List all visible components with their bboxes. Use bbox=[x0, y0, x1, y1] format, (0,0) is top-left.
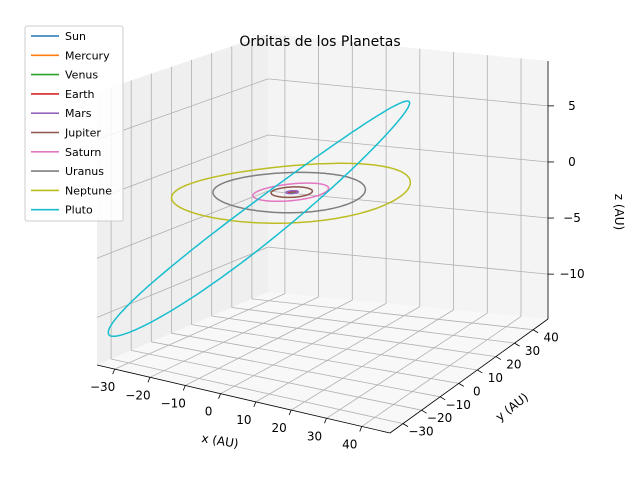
y-tick-label: −10 bbox=[446, 398, 471, 412]
x-tick-label: 0 bbox=[205, 405, 213, 419]
grid-line bbox=[96, 246, 269, 318]
legend-label-saturn: Saturn bbox=[65, 146, 101, 159]
y-tick-label: −30 bbox=[408, 425, 433, 439]
x-tick bbox=[112, 368, 116, 375]
axes-panes bbox=[97, 34, 548, 433]
grid-line bbox=[149, 296, 319, 378]
grid-line bbox=[185, 299, 353, 386]
grid-line bbox=[267, 134, 549, 163]
y-tick-label: 20 bbox=[506, 358, 521, 372]
x-tick bbox=[182, 385, 186, 391]
orbit-mars bbox=[285, 189, 299, 195]
grid-line bbox=[151, 341, 441, 398]
legend-label-pluto: Pluto bbox=[65, 204, 93, 217]
y-tick bbox=[495, 356, 502, 360]
y-tick bbox=[439, 396, 446, 401]
legend-label-mercury: Mercury bbox=[65, 49, 110, 62]
grid-line bbox=[211, 315, 497, 357]
x-tick bbox=[253, 401, 257, 408]
orbit-lines bbox=[107, 100, 412, 338]
orbit-pluto bbox=[107, 100, 411, 338]
axis-ticks: −30−20−10010203040−30−20−10010203040−10−… bbox=[90, 99, 585, 452]
chart-title: Orbitas de los Planetas bbox=[239, 34, 400, 50]
y-axis-label: y (AU) bbox=[493, 390, 531, 424]
orbit-uranus bbox=[212, 171, 367, 214]
legend-items: Sun Mercury Venus Earth Mars Jupiter Saturn Ura… bbox=[31, 30, 112, 217]
orbit-neptune bbox=[170, 162, 412, 224]
z-tick-label: −5 bbox=[563, 211, 581, 225]
axis-lines bbox=[96, 61, 549, 434]
legend-label-mars: Mars bbox=[65, 107, 92, 120]
y-tick bbox=[421, 409, 427, 414]
x-tick-label: 20 bbox=[272, 421, 287, 435]
z-tick-label: 5 bbox=[568, 99, 576, 113]
legend-label-jupiter: Jupiter bbox=[64, 127, 101, 140]
grid-line bbox=[96, 134, 269, 200]
grid-line bbox=[326, 312, 488, 419]
y-axis-line bbox=[389, 318, 549, 434]
y-tick-label: 30 bbox=[525, 344, 540, 358]
z-tick-label: 0 bbox=[568, 155, 576, 169]
y-tick-label: −20 bbox=[427, 411, 452, 425]
y-tick-label: 10 bbox=[488, 371, 503, 385]
grid-line bbox=[231, 307, 515, 344]
x-tick-label: 40 bbox=[342, 437, 357, 451]
x-tick bbox=[288, 409, 292, 416]
grid-line bbox=[255, 306, 421, 403]
x-tick-label: −20 bbox=[125, 388, 150, 402]
y-tick bbox=[402, 423, 409, 427]
orbit-saturn bbox=[252, 182, 330, 203]
y-tick-label: 0 bbox=[473, 384, 481, 398]
grid-line bbox=[267, 190, 549, 219]
x-tick-label: 10 bbox=[236, 413, 251, 427]
grid-line bbox=[220, 303, 387, 395]
grid-line bbox=[251, 298, 534, 331]
y-tick bbox=[458, 383, 464, 387]
x-tick-label: −30 bbox=[90, 380, 115, 394]
x-axis-label: x (AU) bbox=[200, 431, 239, 451]
grid-line bbox=[131, 350, 422, 411]
legend-label-sun: Sun bbox=[65, 30, 86, 43]
legend-label-uranus: Uranus bbox=[65, 165, 104, 178]
grid-line bbox=[111, 358, 404, 424]
x-tick-label: −10 bbox=[161, 396, 186, 410]
grid-line bbox=[96, 190, 269, 259]
legend-label-earth: Earth bbox=[65, 88, 95, 101]
z-axis-label: z (AU) bbox=[612, 194, 626, 230]
x-tick bbox=[218, 393, 221, 399]
grid-line bbox=[96, 78, 269, 140]
axes-grid bbox=[96, 35, 549, 427]
orbit-jupiter bbox=[270, 186, 314, 199]
y-tick bbox=[532, 329, 539, 334]
grid-line bbox=[267, 78, 549, 107]
grid-line bbox=[114, 293, 286, 370]
legend-label-neptune: Neptune bbox=[65, 184, 112, 197]
y-tick bbox=[514, 342, 520, 347]
side-pane-yz bbox=[97, 34, 268, 365]
x-tick bbox=[359, 426, 363, 432]
grid-line bbox=[267, 246, 549, 275]
legend: Sun Mercury Venus Earth Mars Jupiter Saturn Ura… bbox=[24, 25, 124, 222]
y-tick-label: 40 bbox=[543, 331, 558, 345]
y-tick bbox=[477, 369, 483, 374]
x-tick bbox=[147, 377, 151, 383]
grid-line bbox=[191, 324, 478, 371]
grid-line bbox=[171, 332, 459, 384]
z-tick-label: −10 bbox=[559, 267, 584, 281]
x-tick bbox=[324, 418, 327, 424]
x-axis-line bbox=[96, 364, 391, 434]
x-tick-label: 30 bbox=[307, 429, 322, 443]
grid-line bbox=[361, 316, 522, 427]
grid-line bbox=[290, 309, 454, 411]
legend-label-venus: Venus bbox=[65, 69, 98, 82]
